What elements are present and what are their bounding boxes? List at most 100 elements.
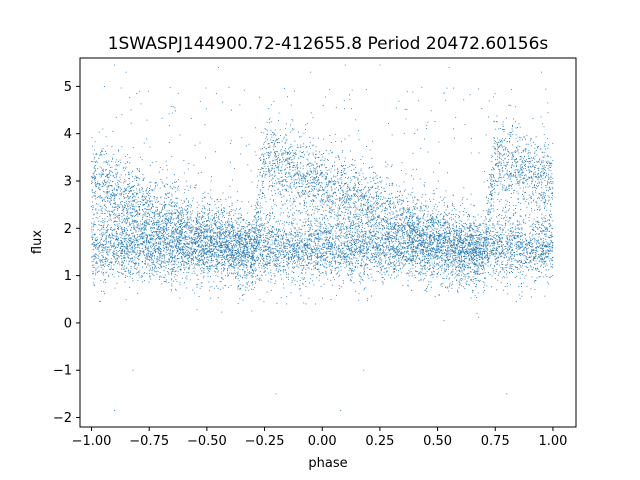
data-point <box>171 268 173 270</box>
data-point <box>509 272 511 273</box>
data-point <box>444 261 446 262</box>
data-point <box>474 248 476 250</box>
data-point <box>224 247 226 249</box>
data-point <box>323 231 325 233</box>
data-point <box>273 243 275 245</box>
data-point <box>395 264 397 266</box>
data-point <box>485 256 487 258</box>
data-point <box>257 229 259 231</box>
data-point <box>121 240 123 242</box>
data-point <box>260 239 262 241</box>
data-point <box>443 245 445 247</box>
data-point <box>431 224 433 226</box>
data-point <box>125 243 127 245</box>
data-point <box>494 242 496 244</box>
data-point <box>502 230 504 231</box>
data-point <box>371 257 373 259</box>
data-point <box>384 232 386 234</box>
data-point <box>456 279 458 281</box>
data-point <box>458 230 460 232</box>
data-point <box>441 257 443 259</box>
data-point <box>276 249 278 251</box>
data-point <box>287 264 289 266</box>
data-point <box>299 236 301 238</box>
data-point <box>520 266 522 268</box>
data-point <box>468 248 470 250</box>
data-point <box>224 211 225 212</box>
data-point <box>194 264 196 266</box>
data-point <box>410 227 412 229</box>
data-point <box>480 252 482 254</box>
data-point <box>169 269 171 271</box>
data-point <box>342 257 344 259</box>
data-point <box>459 283 461 285</box>
data-point <box>517 249 519 251</box>
data-point <box>239 237 241 239</box>
data-point <box>106 251 108 253</box>
data-point <box>499 254 501 256</box>
data-point <box>286 260 288 262</box>
data-point <box>442 230 444 232</box>
data-point <box>432 235 434 237</box>
data-point <box>336 246 338 248</box>
data-point <box>468 216 470 218</box>
data-point <box>444 242 446 244</box>
data-point <box>353 222 355 224</box>
data-point <box>218 231 220 233</box>
data-point <box>323 266 325 268</box>
data-point <box>432 242 434 244</box>
data-point <box>175 223 177 225</box>
data-point <box>411 225 413 227</box>
data-point <box>526 252 528 254</box>
data-point <box>330 216 332 218</box>
data-point <box>347 213 349 215</box>
data-point <box>108 248 110 250</box>
data-point <box>129 272 131 273</box>
data-point <box>188 243 190 245</box>
data-point <box>173 271 175 273</box>
data-point <box>384 234 386 235</box>
data-point <box>505 224 507 226</box>
data-point <box>255 222 257 223</box>
data-point <box>155 242 157 244</box>
data-point <box>485 263 487 265</box>
data-point <box>549 248 551 250</box>
data-point <box>510 235 512 237</box>
data-point <box>371 247 373 249</box>
data-point <box>504 286 506 288</box>
data-point <box>373 234 375 236</box>
data-point <box>494 248 496 249</box>
data-point <box>192 256 194 258</box>
data-point <box>251 243 253 245</box>
data-point <box>363 256 365 258</box>
data-point <box>492 224 494 226</box>
data-point <box>472 259 474 261</box>
data-point <box>258 264 260 266</box>
data-point <box>500 224 502 226</box>
data-point <box>131 233 133 234</box>
data-point <box>173 239 175 241</box>
data-point <box>147 251 149 253</box>
data-point <box>509 217 511 219</box>
data-point <box>106 231 108 233</box>
data-point <box>489 238 491 240</box>
data-point <box>394 255 396 257</box>
data-point <box>396 269 398 271</box>
data-point <box>264 241 266 243</box>
data-point <box>111 245 113 247</box>
data-point <box>101 227 103 229</box>
data-point <box>254 241 256 242</box>
data-point <box>294 253 295 254</box>
data-point <box>216 222 217 223</box>
data-point <box>547 242 549 244</box>
data-point <box>277 237 279 238</box>
data-point <box>524 259 526 261</box>
data-point <box>171 258 173 260</box>
data-point <box>115 238 117 240</box>
data-point <box>413 224 415 226</box>
data-point <box>365 253 367 255</box>
data-point <box>449 242 451 244</box>
data-point <box>135 231 137 233</box>
data-point <box>440 252 442 254</box>
data-point <box>480 237 482 239</box>
